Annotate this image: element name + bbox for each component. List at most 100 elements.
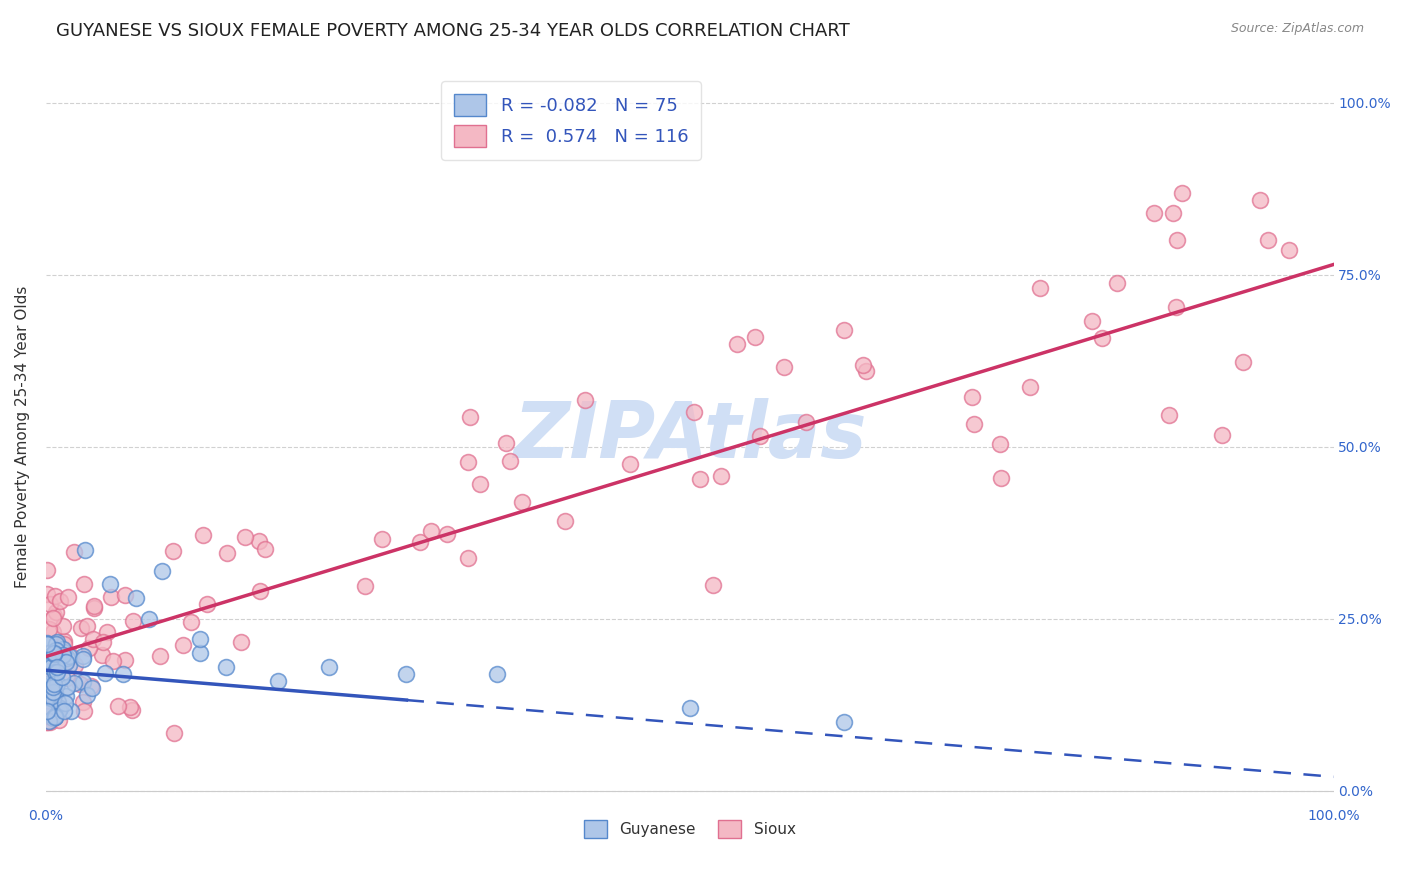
Point: [354, 579, 377, 593]
Point: [773, 360, 796, 375]
Point: [48, 703, 70, 717]
Point: [855, 364, 877, 378]
Point: [39, 714, 62, 729]
Point: [39, 683, 62, 698]
Point: [217, 546, 239, 560]
Point: [679, 701, 702, 715]
Point: [1159, 408, 1181, 422]
Point: [55, 655, 77, 669]
Point: [122, 614, 145, 628]
Point: [42, 624, 65, 639]
Point: [90, 648, 112, 662]
Point: [990, 471, 1012, 485]
Point: [832, 714, 855, 729]
Point: [125, 591, 148, 605]
Point: [76, 688, 98, 702]
Point: [69, 676, 91, 690]
Point: [63, 675, 86, 690]
Point: [37, 690, 59, 704]
Point: [41, 673, 63, 688]
Point: [73, 542, 96, 557]
Point: [55, 690, 77, 704]
Point: [138, 612, 160, 626]
Point: [682, 404, 704, 418]
Point: [39, 645, 62, 659]
Point: [60, 648, 83, 663]
Point: [44, 647, 66, 661]
Point: [150, 564, 173, 578]
Point: [101, 654, 124, 668]
Point: [100, 590, 122, 604]
Point: [56, 650, 79, 665]
Point: [52, 641, 75, 656]
Point: [371, 532, 394, 546]
Point: [91, 635, 114, 649]
Point: [409, 534, 432, 549]
Point: [267, 673, 290, 688]
Point: [58, 648, 80, 663]
Point: [195, 597, 218, 611]
Point: [53, 637, 76, 651]
Point: [51, 670, 73, 684]
Point: [619, 458, 641, 472]
Point: [45, 642, 67, 657]
Point: [45, 605, 67, 619]
Point: [94, 665, 117, 680]
Point: [52, 619, 75, 633]
Point: [1142, 205, 1164, 219]
Point: [60, 704, 83, 718]
Point: [215, 660, 238, 674]
Point: [38, 597, 60, 611]
Point: [574, 392, 596, 407]
Point: [148, 648, 170, 663]
Point: [49, 594, 72, 608]
Point: [45, 637, 67, 651]
Point: [229, 634, 252, 648]
Point: [1166, 233, 1188, 247]
Point: [39, 660, 62, 674]
Point: [73, 704, 96, 718]
Point: [48, 700, 70, 714]
Point: [395, 666, 418, 681]
Point: [37, 690, 59, 705]
Point: [1211, 427, 1233, 442]
Point: [710, 468, 733, 483]
Point: [39, 678, 62, 692]
Point: [80, 679, 103, 693]
Point: [1029, 280, 1052, 294]
Point: [42, 692, 65, 706]
Point: [46, 660, 69, 674]
Point: [46, 677, 69, 691]
Point: [77, 640, 100, 655]
Point: [725, 337, 748, 351]
Point: [495, 436, 517, 450]
Point: [457, 455, 479, 469]
Point: [53, 696, 76, 710]
Point: [190, 646, 212, 660]
Point: [52, 634, 75, 648]
Point: [163, 726, 186, 740]
Point: [1278, 244, 1301, 258]
Point: [73, 577, 96, 591]
Point: [468, 476, 491, 491]
Point: [37, 709, 59, 723]
Point: [1171, 186, 1194, 200]
Point: [1232, 354, 1254, 368]
Point: [114, 653, 136, 667]
Point: [46, 695, 69, 709]
Point: [114, 588, 136, 602]
Point: [48, 713, 70, 727]
Point: [1164, 300, 1187, 314]
Point: [180, 615, 202, 629]
Point: [107, 698, 129, 713]
Point: [62, 544, 84, 558]
Point: [49, 701, 72, 715]
Point: [247, 533, 270, 548]
Point: [1081, 314, 1104, 328]
Point: [39, 654, 62, 668]
Point: [39, 698, 62, 712]
Point: [72, 695, 94, 709]
Point: [37, 672, 59, 686]
Point: [41, 656, 63, 670]
Text: Source: ZipAtlas.com: Source: ZipAtlas.com: [1230, 22, 1364, 36]
